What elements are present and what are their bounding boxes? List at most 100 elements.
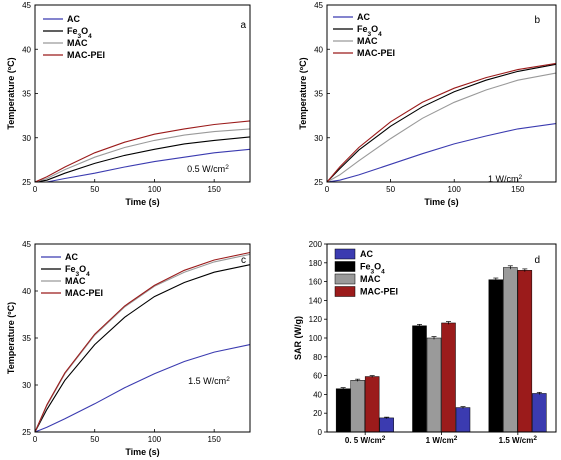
y-tick-label: 25 <box>314 178 323 187</box>
y-axis-label: SAR (W/g) <box>293 316 303 360</box>
panel-letter: d <box>534 255 540 266</box>
x-axis-label: Time (s) <box>125 197 159 207</box>
series-line-Fe3O4 <box>34 264 251 433</box>
series-line-AC <box>35 148 251 183</box>
y-tick-label: 160 <box>309 278 323 287</box>
x-tick-label: 50 <box>90 185 99 194</box>
legend-label-AC: AC <box>65 252 78 262</box>
y-tick-label: 35 <box>314 90 323 99</box>
bar-MAC-PEI <box>364 376 380 433</box>
x-tick-label: 150 <box>511 185 525 194</box>
x-tick-label: 50 <box>90 435 99 444</box>
x-tick-label: 0 <box>33 185 38 194</box>
series-line-MAC-PEI <box>34 120 251 183</box>
bar-MAC <box>503 267 518 433</box>
legend-label-MAC-PEI: MAC-PEI <box>360 287 398 297</box>
category-label: 1 W/cm2 <box>426 435 458 446</box>
x-tick-label: 100 <box>148 435 162 444</box>
y-tick-label: 35 <box>22 90 31 99</box>
legend-swatch-MAC-PEI <box>334 286 356 297</box>
panel-d: 0. 5 W/cm2 1 W/cm2 1.5 W/cm2 0 20 40 60 80 100 12… <box>293 240 557 446</box>
legend-label-MAC-PEI: MAC-PEI <box>357 48 395 58</box>
bar-Fe3O4 <box>412 325 427 433</box>
series-line-MAC-PEI <box>34 251 251 433</box>
bar-MAC-PEI <box>441 322 456 433</box>
legend-label-MAC: MAC <box>357 36 378 46</box>
y-tick-label: 40 <box>314 45 323 54</box>
power-annotation: 1.5 W/cm2 <box>188 376 230 387</box>
series-line-Fe3O4 <box>326 63 557 183</box>
x-tick-label: 100 <box>448 185 462 194</box>
legend-swatch-Fe3O4 <box>334 261 356 272</box>
x-tick-label: 0 <box>325 185 330 194</box>
bar-Fe3O4 <box>335 388 351 433</box>
bar-MAC <box>426 337 442 433</box>
legend-label-MAC-PEI: MAC-PEI <box>67 50 105 60</box>
x-tick-label: 150 <box>207 435 221 444</box>
y-tick-label: 140 <box>309 296 323 305</box>
bar-Fe3O4 <box>488 279 504 433</box>
x-tick-label: 100 <box>148 185 162 194</box>
bar-AC <box>532 393 547 433</box>
bar-MAC-PEI <box>517 270 533 433</box>
y-tick-label: 30 <box>22 381 31 390</box>
legend-label-MAC: MAC <box>360 274 381 284</box>
y-tick-label: 40 <box>313 390 322 399</box>
category-label: 0. 5 W/cm2 <box>345 435 386 446</box>
bar-AC <box>455 407 471 433</box>
y-tick-label: 20 <box>313 409 322 418</box>
y-tick-label: 80 <box>313 353 322 362</box>
legend-label-Fe3O4: Fe3O4 <box>65 264 90 278</box>
legend-label-AC: AC <box>360 249 373 259</box>
series-line-AC <box>34 344 251 433</box>
x-tick-label: 50 <box>386 185 395 194</box>
legend-swatch-AC <box>334 248 356 260</box>
series-line-Fe3O4 <box>34 136 251 183</box>
x-axis-label: Time (s) <box>125 447 159 457</box>
panel-c: 0 50 100 150 25 30 35 40 45 Time (s) Temperature (… <box>6 240 251 457</box>
y-tick-label: 120 <box>309 315 323 324</box>
x-tick-label: 150 <box>207 185 221 194</box>
panel-a: 0 50 100 150 25 30 35 40 45 Time (s) Temperature (… <box>6 1 251 207</box>
x-axis-label: Time (s) <box>424 197 458 207</box>
y-tick-label: 45 <box>314 1 323 10</box>
legend-label-Fe3O4: Fe3O4 <box>67 26 92 40</box>
series-line-MAC-PEI <box>326 62 557 183</box>
bar-MAC <box>350 380 365 433</box>
panel-b: 0 50 100 150 25 30 35 40 45 Time (s) Temperature (… <box>298 1 557 207</box>
y-tick-label: 40 <box>22 287 31 296</box>
legend-label-MAC-PEI: MAC-PEI <box>65 288 103 298</box>
power-annotation: 0.5 W/cm2 <box>187 164 229 175</box>
y-tick-label: 30 <box>314 134 323 143</box>
y-tick-label: 35 <box>22 334 31 343</box>
y-tick-label: 60 <box>313 372 322 381</box>
panel-letter: b <box>534 15 540 26</box>
legend-label-MAC: MAC <box>65 276 86 286</box>
y-tick-label: 0 <box>318 428 323 437</box>
x-tick-label: 0 <box>33 435 38 444</box>
category-label: 1.5 W/cm2 <box>499 435 538 446</box>
panel-letter: c <box>241 255 246 266</box>
y-tick-label: 45 <box>22 240 31 249</box>
y-tick-label: 200 <box>309 240 323 249</box>
y-tick-label: 45 <box>22 1 31 10</box>
y-tick-label: 40 <box>22 45 31 54</box>
y-tick-label: 180 <box>309 259 323 268</box>
power-annotation: 1 W/cm2 <box>488 174 523 185</box>
bar-AC <box>379 417 394 433</box>
panel-letter: a <box>240 20 246 31</box>
y-tick-label: 100 <box>309 334 323 343</box>
y-tick-label: 25 <box>22 178 31 187</box>
legend-label-AC: AC <box>67 14 80 24</box>
legend-label-MAC: MAC <box>67 38 88 48</box>
y-axis-label: Temperature (ºC) <box>6 57 16 129</box>
y-tick-label: 25 <box>22 428 31 437</box>
legend-label-Fe3O4: Fe3O4 <box>360 262 385 276</box>
legend-label-AC: AC <box>357 12 370 22</box>
y-axis-label: Temperature (ºC) <box>298 57 308 129</box>
series-line-MAC <box>34 128 251 183</box>
